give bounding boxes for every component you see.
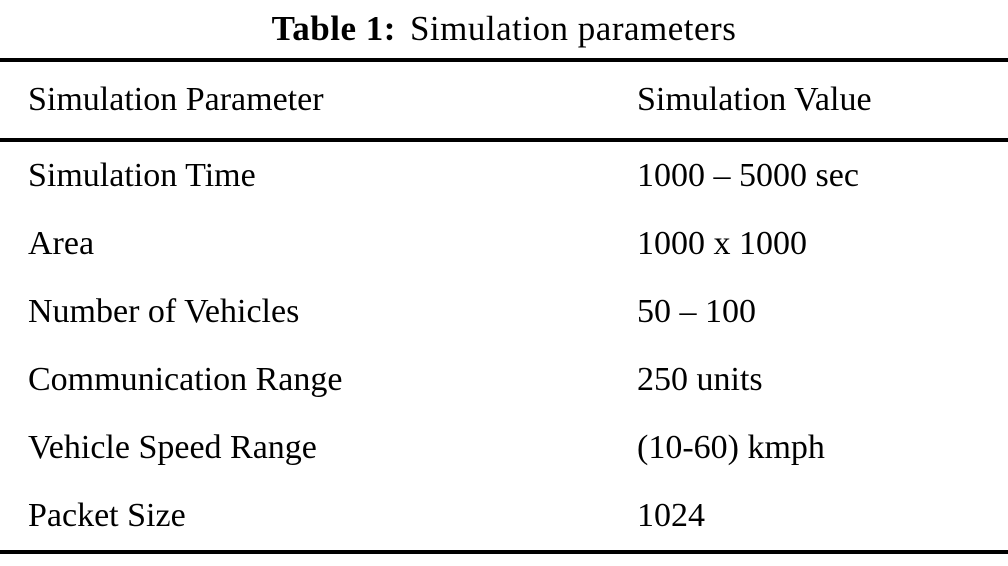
table-caption-label: Table 1: — [271, 9, 396, 48]
table-top-rule — [0, 58, 1008, 62]
table-cell-value: (10-60) kmph — [637, 429, 825, 466]
table-cell-parameter: Simulation Time — [28, 157, 256, 194]
table-cell-parameter: Area — [28, 225, 95, 262]
table-header-row: Simulation Parameter Simulation Value — [0, 62, 1008, 138]
table-cell-value: 250 units — [637, 361, 763, 398]
table-row: Vehicle Speed Range (10-60) kmph — [0, 414, 1008, 482]
table-caption-text: Simulation parameters — [409, 9, 737, 48]
table-row: Area 1000 x 1000 — [0, 210, 1008, 278]
table-cell-value: 1024 — [637, 497, 705, 534]
table-row: Number of Vehicles 50 – 100 — [0, 278, 1008, 346]
table-cell-value: 50 – 100 — [637, 293, 756, 330]
table-caption: Table 1: Simulation parameters — [0, 0, 1008, 58]
table-row: Packet Size 1024 — [0, 482, 1008, 550]
table-row: Simulation Time 1000 – 5000 sec — [0, 142, 1008, 210]
column-header-parameter: Simulation Parameter — [28, 81, 324, 118]
table-row: Communication Range 250 units — [0, 346, 1008, 414]
table-cell-parameter: Number of Vehicles — [28, 293, 300, 330]
table-cell-parameter: Communication Range — [28, 361, 343, 398]
table-cell-parameter: Packet Size — [28, 497, 186, 534]
table-cell-parameter: Vehicle Speed Range — [28, 429, 317, 466]
table-header-rule — [0, 138, 1008, 142]
table-cell-value: 1000 x 1000 — [637, 225, 807, 262]
table-bottom-rule — [0, 550, 1008, 554]
table-body: Simulation Time 1000 – 5000 sec Area 100… — [0, 142, 1008, 550]
table-cell-value: 1000 – 5000 sec — [637, 157, 859, 194]
column-header-value: Simulation Value — [637, 81, 872, 118]
